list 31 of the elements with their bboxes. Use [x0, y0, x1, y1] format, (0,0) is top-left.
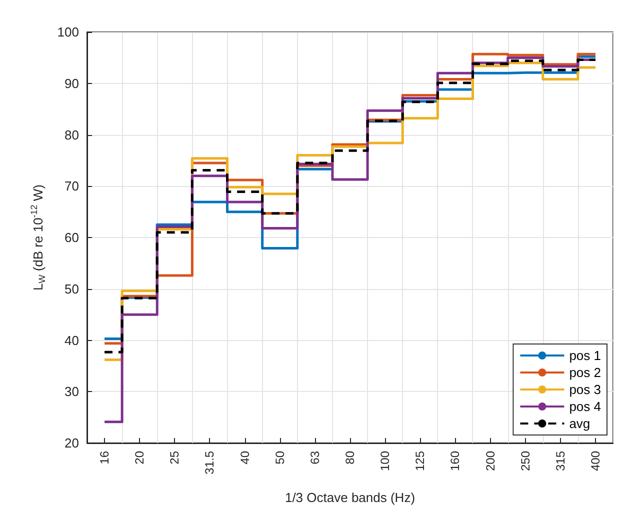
x-tick-label: 200 [483, 450, 498, 472]
legend-label: pos 1 [569, 348, 602, 363]
y-axis-title: LW (dB re 10-12 W) [28, 184, 47, 291]
x-tick-label: 80 [343, 450, 357, 464]
x-tick-label: 20 [132, 450, 147, 464]
y-tick-label: 90 [64, 76, 79, 91]
x-tick-label: 125 [413, 450, 428, 472]
y-tick-label: 60 [64, 230, 79, 245]
y-tick-label: 100 [57, 24, 79, 40]
legend-label: pos 4 [569, 399, 602, 414]
y-tick-label: 30 [64, 384, 79, 400]
legend-label: avg [569, 416, 590, 431]
x-tick-label: 31.5 [202, 450, 217, 474]
legend-label: pos 3 [569, 382, 602, 397]
x-tick-label: 63 [308, 450, 322, 464]
x-axis-title: 1/3 Octave bands (Hz) [284, 490, 416, 505]
x-tick-label: 400 [588, 450, 602, 472]
x-tick-label: 40 [238, 450, 252, 464]
x-tick-label: 25 [168, 450, 182, 464]
y-tick-label: 80 [64, 127, 79, 142]
x-tick-label: 160 [448, 450, 462, 472]
x-tick-label: 250 [518, 450, 532, 472]
y-tick-label: 20 [64, 436, 79, 450]
x-tick-label: 315 [553, 450, 568, 472]
y-tick-label: 40 [64, 332, 79, 348]
x-tick-label: 100 [378, 450, 392, 472]
y-tick-label: 50 [64, 281, 79, 296]
x-tick-label: 50 [272, 450, 287, 464]
x-tick-label: 16 [98, 450, 112, 464]
y-tick-label: 70 [64, 178, 79, 194]
legend-label: pos 2 [569, 365, 602, 380]
